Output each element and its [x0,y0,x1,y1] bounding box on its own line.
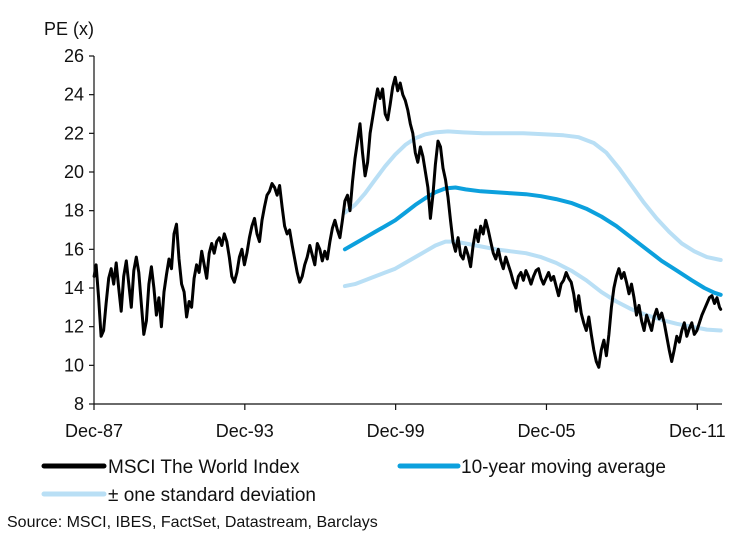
y-tick-label: 16 [64,239,84,259]
y-ticks: 8 10 12 14 16 18 20 22 24 26 [64,46,94,414]
y-tick-label: 14 [64,278,84,298]
source-note: Source: MSCI, IBES, FactSet, Datastream,… [7,514,378,531]
series-msci-world-index [92,75,723,369]
legend: MSCI The World Index 10-year moving aver… [41,457,666,506]
legend-label-msci: MSCI The World Index [108,457,300,478]
y-tick-label: 24 [64,85,84,105]
legend-item-std-dev: ± one standard deviation [41,485,316,506]
y-axis-title: PE (x) [44,19,94,39]
y-tick-label: 18 [64,201,84,221]
legend-label-std-dev: ± one standard deviation [108,485,316,506]
y-tick-label: 8 [74,394,84,414]
y-tick-label: 12 [64,317,84,337]
series-lower-std-dev [342,239,723,333]
x-tick-label: Dec-05 [517,421,575,441]
series-10y-moving-average [342,185,723,297]
series-layer [92,75,723,369]
legend-item-moving-average: 10-year moving average [397,457,666,478]
y-tick-label: 26 [64,46,84,66]
y-tick-label: 10 [64,355,84,375]
x-tick-label: Dec-93 [216,421,274,441]
x-tick-label: Dec-87 [65,421,123,441]
y-tick-label: 22 [64,123,84,143]
legend-item-msci: MSCI The World Index [41,457,300,478]
axes-layer [93,56,722,405]
y-tick-label: 20 [64,162,84,182]
series-upper-std-dev [342,129,723,262]
x-ticks: Dec-87 Dec-93 Dec-99 Dec-05 Dec-11 [65,404,726,441]
legend-label-moving-average: 10-year moving average [461,457,666,478]
x-tick-label: Dec-11 [669,421,726,441]
x-tick-label: Dec-99 [367,421,425,441]
